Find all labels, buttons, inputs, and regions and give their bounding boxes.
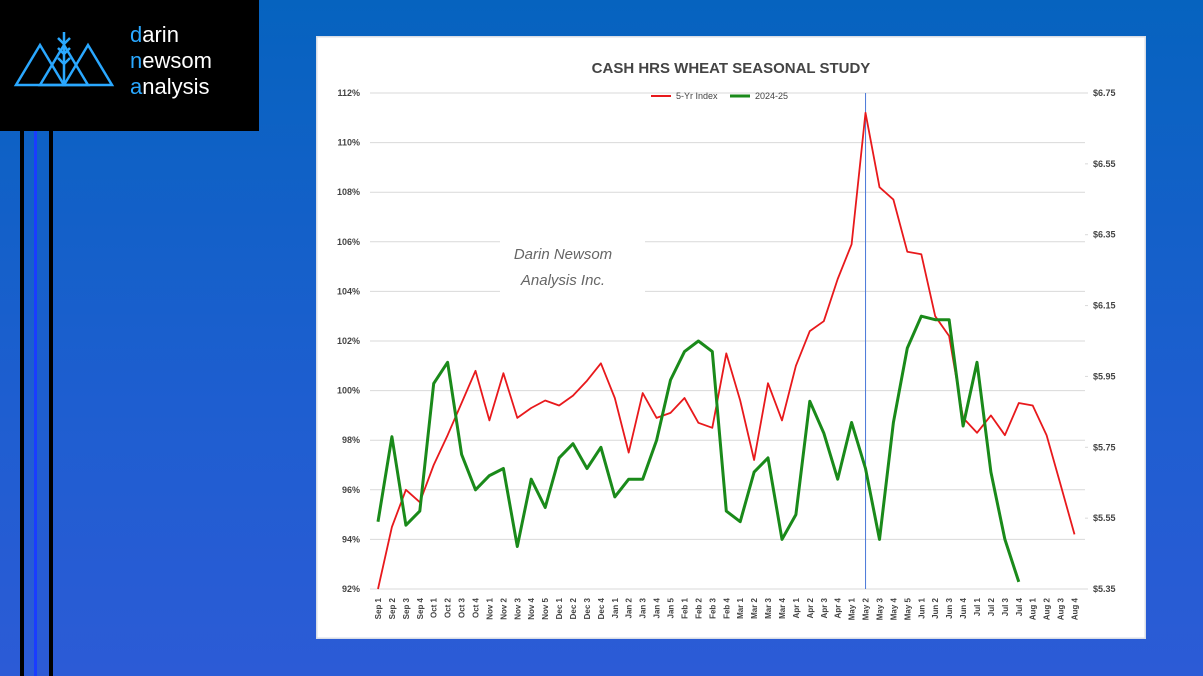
x-tick-label: Dec 3 xyxy=(583,597,592,619)
x-tick-label: Sep 2 xyxy=(388,597,397,619)
chart: Darin Newsom Analysis Inc. CASH HRS WHEA… xyxy=(316,36,1146,639)
x-tick-label: Feb 4 xyxy=(722,597,731,618)
x-tick-label: May 2 xyxy=(862,597,871,620)
x-tick-label: Mar 4 xyxy=(778,597,787,618)
chart-panel xyxy=(316,36,1146,639)
decor-bar xyxy=(20,131,24,676)
x-tick-label: Mar 1 xyxy=(736,597,745,618)
x-tick-label: Jan 4 xyxy=(653,597,662,618)
x-tick-label: Aug 2 xyxy=(1043,597,1052,620)
x-tick-label: Dec 1 xyxy=(555,597,564,619)
y2-tick-label: $5.95 xyxy=(1093,371,1116,381)
x-tick-label: Nov 5 xyxy=(541,597,550,619)
logo-text: darin newsom analysis xyxy=(130,22,212,100)
y-tick-label: 106% xyxy=(337,237,360,247)
x-tick-label: Jul 2 xyxy=(987,597,996,616)
y-tick-label: 108% xyxy=(337,187,360,197)
y-tick-label: 112% xyxy=(337,88,360,98)
x-tick-label: Oct 3 xyxy=(458,597,467,618)
x-tick-label: Nov 2 xyxy=(499,597,508,619)
x-tick-label: Sep 1 xyxy=(374,597,383,619)
x-tick-label: Sep 4 xyxy=(416,597,425,619)
x-tick-label: Feb 1 xyxy=(680,597,689,618)
logo-line: analysis xyxy=(130,74,210,99)
y-tick-label: 110% xyxy=(337,138,360,148)
x-tick-label: Feb 3 xyxy=(708,597,717,618)
x-tick-label: May 3 xyxy=(875,597,884,620)
x-tick-label: Aug 4 xyxy=(1071,597,1080,620)
watermark-box xyxy=(500,236,645,294)
y2-tick-label: $6.55 xyxy=(1093,159,1116,169)
logo: darin newsom analysis xyxy=(0,0,259,131)
x-tick-label: Dec 2 xyxy=(569,597,578,619)
x-tick-label: Jul 1 xyxy=(973,597,982,616)
y-tick-label: 94% xyxy=(342,534,360,544)
x-tick-label: Jan 5 xyxy=(667,597,676,618)
x-tick-label: Jun 4 xyxy=(959,597,968,618)
y2-tick-label: $5.35 xyxy=(1093,584,1116,594)
x-tick-label: Aug 3 xyxy=(1057,597,1066,620)
y2-tick-label: $6.35 xyxy=(1093,230,1116,240)
watermark: Analysis Inc. xyxy=(520,272,605,289)
y2-tick-label: $5.55 xyxy=(1093,513,1116,523)
decor-bar xyxy=(49,131,53,676)
decor-bar xyxy=(34,131,37,676)
x-tick-label: Nov 3 xyxy=(513,597,522,619)
x-tick-label: Jan 1 xyxy=(611,597,620,618)
x-tick-label: Jun 3 xyxy=(945,597,954,618)
x-tick-label: Apr 1 xyxy=(792,597,801,618)
x-tick-label: Mar 2 xyxy=(750,597,759,618)
x-tick-label: May 1 xyxy=(848,597,857,620)
x-tick-label: Feb 2 xyxy=(694,597,703,618)
x-tick-label: Jul 3 xyxy=(1001,597,1010,616)
x-tick-label: Jun 2 xyxy=(931,597,940,618)
y-tick-label: 102% xyxy=(337,336,360,346)
watermark: Darin Newsom xyxy=(514,246,612,263)
x-tick-label: Apr 3 xyxy=(820,597,829,618)
x-tick-label: Oct 2 xyxy=(444,597,453,618)
chart-title: CASH HRS WHEAT SEASONAL STUDY xyxy=(592,60,871,77)
y-tick-label: 92% xyxy=(342,584,360,594)
legend-label: 5-Yr Index xyxy=(676,91,718,101)
x-tick-label: Apr 2 xyxy=(806,597,815,618)
logo-line: newsom xyxy=(130,48,212,73)
y-tick-label: 104% xyxy=(337,286,360,296)
x-tick-label: Oct 1 xyxy=(430,597,439,618)
x-tick-label: Sep 3 xyxy=(402,597,411,619)
x-tick-label: Jan 3 xyxy=(639,597,648,618)
x-tick-label: Oct 4 xyxy=(472,597,481,618)
legend-label: 2024-25 xyxy=(755,91,788,101)
logo-line: darin xyxy=(130,22,179,47)
x-tick-label: Jan 2 xyxy=(625,597,634,618)
x-tick-label: May 4 xyxy=(889,597,898,620)
x-tick-label: Nov 1 xyxy=(485,597,494,619)
x-tick-label: Aug 1 xyxy=(1029,597,1038,620)
x-tick-label: Nov 4 xyxy=(527,597,536,619)
y2-tick-label: $6.15 xyxy=(1093,301,1116,311)
logo-icon xyxy=(13,32,115,87)
x-tick-label: Dec 4 xyxy=(597,597,606,619)
x-tick-label: Jun 1 xyxy=(917,597,926,618)
y-tick-label: 96% xyxy=(342,485,360,495)
y2-tick-label: $5.75 xyxy=(1093,442,1116,452)
x-tick-label: May 5 xyxy=(903,597,912,620)
y-tick-label: 100% xyxy=(337,386,360,396)
x-tick-label: Jul 4 xyxy=(1015,597,1024,616)
y2-tick-label: $6.75 xyxy=(1093,88,1116,98)
y-tick-label: 98% xyxy=(342,435,360,445)
x-tick-label: Mar 3 xyxy=(764,597,773,618)
series-line xyxy=(376,314,1021,583)
x-tick-label: Apr 4 xyxy=(834,597,843,618)
